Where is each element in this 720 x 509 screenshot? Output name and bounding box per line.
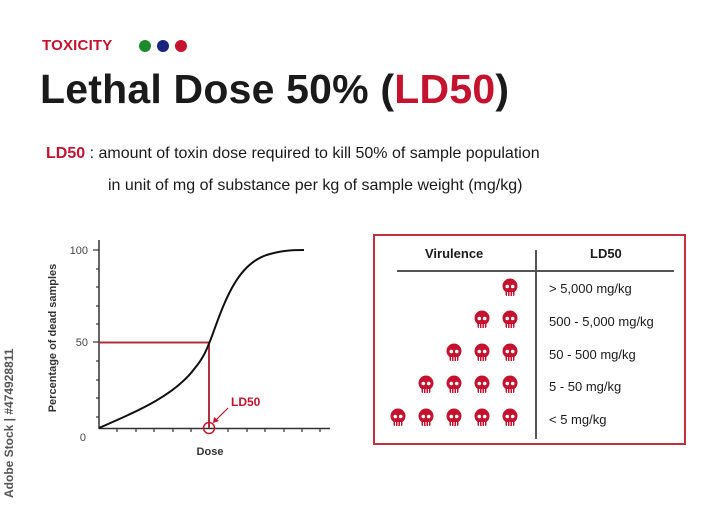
ld50-value-row-1: > 5,000 mg/kg bbox=[549, 281, 632, 296]
skull-icon bbox=[502, 408, 518, 426]
skull-row-3 bbox=[445, 343, 519, 363]
definition-line-1: LD50 : amount of toxin dose required to … bbox=[46, 145, 540, 163]
red-dot-icon bbox=[175, 40, 187, 52]
y-ticks bbox=[93, 249, 99, 418]
definition-text-1: amount of toxin dose required to kill 50… bbox=[98, 145, 540, 162]
ld50-marker-icon bbox=[202, 421, 216, 435]
skull-icon bbox=[502, 310, 518, 328]
skull-icon bbox=[446, 343, 462, 361]
definition-separator: : bbox=[85, 145, 99, 162]
skull-icon bbox=[390, 408, 406, 426]
skull-icon bbox=[446, 408, 462, 426]
dose-response-curve bbox=[98, 249, 305, 429]
skull-row-2 bbox=[473, 310, 519, 330]
skull-icon bbox=[474, 408, 490, 426]
ld50-value-row-5: < 5 mg/kg bbox=[549, 412, 607, 427]
dose-response-chart: 100 50 0 Percentage of dead samples Dose… bbox=[47, 240, 330, 458]
header-ld50: LD50 bbox=[590, 246, 622, 261]
y-tick-100: 100 bbox=[70, 245, 88, 257]
title-prefix: Lethal Dose 50% ( bbox=[40, 66, 395, 112]
arrow-head-icon bbox=[213, 417, 219, 423]
title-suffix: ) bbox=[495, 66, 510, 112]
virulence-table: Virulence LD50 > 5,000 mg/kg 500 - 5,000… bbox=[373, 234, 686, 445]
color-dots bbox=[139, 40, 187, 52]
page-title: Lethal Dose 50% (LD50) bbox=[40, 66, 509, 113]
blue-dot-icon bbox=[157, 40, 169, 52]
y-tick-0: 0 bbox=[80, 432, 86, 444]
ld50-value-row-2: 500 - 5,000 mg/kg bbox=[549, 314, 654, 329]
ld50-annotation: LD50 bbox=[231, 395, 261, 409]
skull-icon bbox=[418, 408, 434, 426]
kicker-label: TOXICITY bbox=[42, 37, 113, 54]
skull-icon bbox=[474, 343, 490, 361]
skull-icon bbox=[474, 310, 490, 328]
column-divider bbox=[535, 250, 537, 439]
definition-line-2: in unit of mg of substance per kg of sam… bbox=[108, 177, 523, 194]
ld50-value-row-3: 50 - 500 mg/kg bbox=[549, 347, 636, 362]
skull-row-5 bbox=[389, 408, 519, 428]
skull-icon bbox=[502, 375, 518, 393]
x-axis-label: Dose bbox=[197, 446, 224, 458]
skull-icon bbox=[446, 375, 462, 393]
skull-icon bbox=[474, 375, 490, 393]
definition-term: LD50 bbox=[46, 145, 86, 162]
y-tick-50: 50 bbox=[76, 337, 88, 349]
skull-row-1 bbox=[501, 278, 519, 298]
skull-icon bbox=[502, 343, 518, 361]
skull-icon bbox=[502, 278, 518, 296]
ld50-value-row-4: 5 - 50 mg/kg bbox=[549, 379, 622, 394]
green-dot-icon bbox=[139, 40, 151, 52]
skull-icon bbox=[418, 375, 434, 393]
header-virulence: Virulence bbox=[425, 246, 484, 261]
x-ticks bbox=[116, 428, 321, 432]
y-axis-label: Percentage of dead samples bbox=[47, 264, 59, 413]
title-accent: LD50 bbox=[394, 66, 496, 112]
skull-row-4 bbox=[417, 375, 519, 395]
